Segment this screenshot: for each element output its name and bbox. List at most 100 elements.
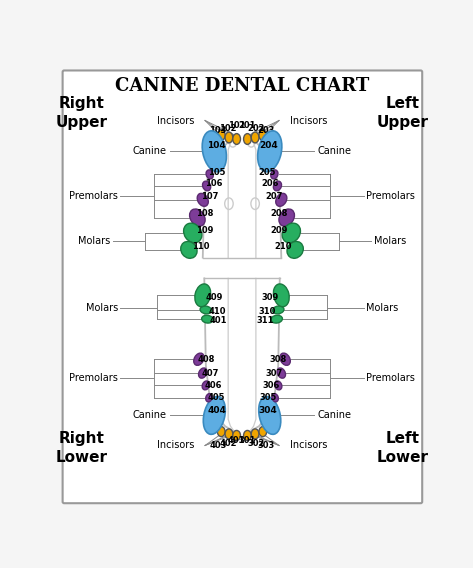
Ellipse shape [272,394,278,402]
Text: Right
Upper: Right Upper [56,96,108,130]
Ellipse shape [184,223,202,243]
Ellipse shape [218,130,225,140]
Ellipse shape [202,181,210,191]
Ellipse shape [190,209,205,226]
Ellipse shape [259,427,267,437]
Ellipse shape [202,381,210,390]
Ellipse shape [259,396,281,435]
Text: 108: 108 [196,209,213,218]
Ellipse shape [244,431,251,440]
Text: CANINE DENTAL CHART: CANINE DENTAL CHART [115,77,369,95]
Text: 407: 407 [201,369,219,378]
Text: Premolars: Premolars [69,374,118,383]
Text: 303: 303 [257,441,274,450]
Text: 110: 110 [192,243,210,251]
Text: Left
Upper: Left Upper [377,96,429,130]
Ellipse shape [279,209,295,226]
Text: Incisors: Incisors [290,440,327,450]
Text: 205: 205 [258,168,276,177]
Ellipse shape [244,133,251,144]
Text: Canine: Canine [132,147,166,156]
Text: 403: 403 [210,441,227,450]
Ellipse shape [195,284,210,307]
Ellipse shape [272,306,284,314]
Text: 402: 402 [219,438,237,448]
Text: 410: 410 [208,307,226,316]
Text: Incisors: Incisors [290,115,327,126]
Text: Canine: Canine [132,411,166,420]
Text: 202: 202 [247,124,264,133]
Text: 107: 107 [201,192,219,201]
Text: 408: 408 [197,355,215,364]
Text: 401: 401 [210,316,227,325]
Ellipse shape [280,353,290,365]
Text: Premolars: Premolars [366,191,415,201]
Text: 104: 104 [207,141,226,151]
Text: 101: 101 [228,122,245,131]
Text: 102: 102 [219,124,237,133]
Text: 105: 105 [208,168,226,177]
Text: Right
Lower: Right Lower [56,431,108,465]
Text: 304: 304 [258,406,277,415]
FancyBboxPatch shape [62,70,422,503]
Text: 406: 406 [204,381,222,390]
Text: 201: 201 [239,122,256,131]
Ellipse shape [203,396,225,435]
Text: Molars: Molars [374,236,406,247]
Text: Incisors: Incisors [157,115,194,126]
Text: Premolars: Premolars [366,374,415,383]
Ellipse shape [273,181,281,191]
Ellipse shape [276,193,287,206]
Text: 404: 404 [207,406,226,415]
Text: Canine: Canine [317,411,351,420]
Ellipse shape [258,131,282,172]
Text: 307: 307 [265,369,283,378]
Text: 301: 301 [239,436,256,445]
Ellipse shape [274,381,282,390]
Text: 207: 207 [265,192,283,201]
Ellipse shape [206,170,213,179]
Ellipse shape [197,193,208,206]
Ellipse shape [251,429,259,439]
Text: 305: 305 [259,393,277,402]
Text: 204: 204 [260,141,278,151]
Text: 309: 309 [262,293,279,302]
Text: Molars: Molars [78,236,110,247]
Ellipse shape [271,170,278,179]
Text: 401: 401 [228,436,245,445]
Text: 203: 203 [257,126,275,135]
Ellipse shape [225,132,233,143]
Text: 109: 109 [196,226,213,235]
Text: 308: 308 [270,355,287,364]
Text: 106: 106 [205,179,223,188]
Text: Canine: Canine [317,147,351,156]
Text: 409: 409 [205,293,222,302]
Text: Left
Lower: Left Lower [377,431,429,465]
Text: 103: 103 [210,126,227,135]
Ellipse shape [225,429,233,439]
Ellipse shape [233,431,240,440]
Ellipse shape [251,132,259,143]
Ellipse shape [202,131,227,172]
Text: 209: 209 [271,226,288,235]
Ellipse shape [282,223,300,243]
Ellipse shape [206,394,212,402]
Text: 306: 306 [263,381,280,390]
Ellipse shape [287,241,303,258]
Ellipse shape [218,427,225,437]
Ellipse shape [273,284,289,307]
Text: 302: 302 [247,438,264,448]
Ellipse shape [271,315,282,323]
Ellipse shape [277,368,286,378]
Ellipse shape [201,315,213,323]
Text: Incisors: Incisors [157,440,194,450]
Ellipse shape [181,241,197,258]
Text: 206: 206 [262,179,279,188]
Text: Molars: Molars [366,303,398,312]
Ellipse shape [233,133,240,144]
Text: 210: 210 [275,243,292,251]
Text: Premolars: Premolars [69,191,118,201]
Text: 405: 405 [207,393,225,402]
Text: 208: 208 [271,209,288,218]
Text: Molars: Molars [86,303,118,312]
